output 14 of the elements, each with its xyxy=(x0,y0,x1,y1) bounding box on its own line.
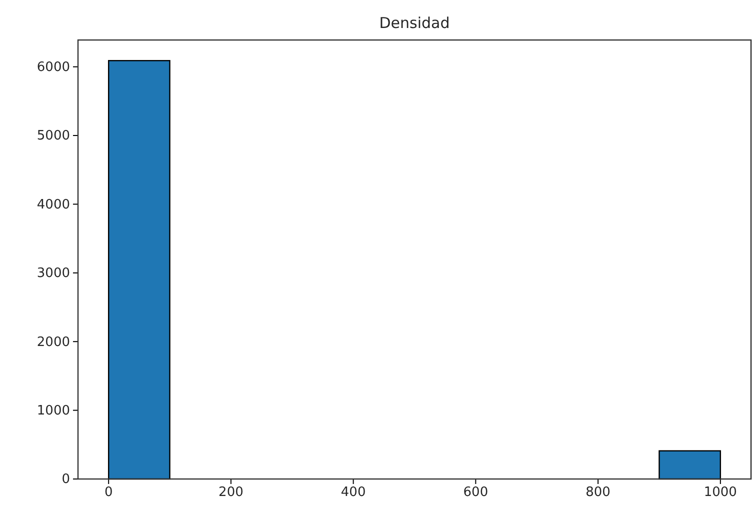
y-tick-label: 2000 xyxy=(36,334,70,350)
y-tick-label: 4000 xyxy=(36,197,70,212)
y-tick-label: 5000 xyxy=(36,128,70,144)
y-tick-label: 1000 xyxy=(36,403,70,418)
x-tick-label: 600 xyxy=(463,485,488,500)
x-tick-label: 1000 xyxy=(704,485,737,500)
x-tick-label: 200 xyxy=(218,485,244,500)
y-tick-label: 0 xyxy=(62,472,70,488)
chart-title: Densidad xyxy=(379,14,450,32)
y-tick-label: 3000 xyxy=(36,266,70,282)
x-tick-label: 800 xyxy=(586,485,610,500)
x-tick-label: 0 xyxy=(104,485,113,500)
y-tick-label: 6000 xyxy=(36,60,70,75)
x-tick-label: 400 xyxy=(340,485,366,500)
